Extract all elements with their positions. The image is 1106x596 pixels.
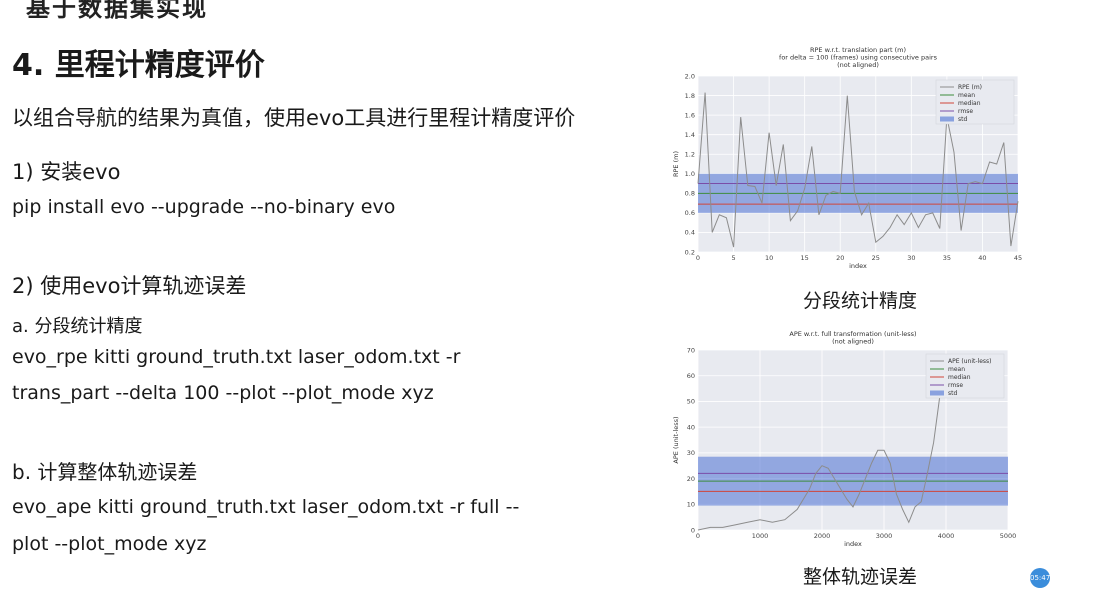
legend-label: mean (948, 366, 965, 373)
chart-title-line: (not aligned) (837, 61, 879, 69)
x-tick-label: 4000 (938, 532, 955, 540)
legend-swatch (930, 390, 944, 396)
x-axis-label: index (844, 540, 862, 548)
legend-label: RPE (m) (958, 84, 982, 91)
x-tick-label: 5 (731, 254, 735, 262)
y-tick-label: 0.8 (685, 190, 695, 198)
series-line (697, 380, 947, 531)
x-tick-label: 20 (836, 254, 844, 262)
rpe-figure: RPE w.r.t. translation part (m) for delta… (660, 44, 1030, 278)
timer-badge: 05:47 (1030, 568, 1050, 588)
x-tick-label: 35 (943, 254, 951, 262)
y-tick-label: 1.4 (685, 131, 695, 139)
legend-label: std (948, 390, 957, 397)
x-tick-label: 0 (696, 532, 700, 540)
x-tick-label: 2000 (814, 532, 831, 540)
y-tick-label: 50 (687, 398, 695, 406)
legend-label: mean (958, 92, 975, 99)
y-tick-label: 1.8 (685, 92, 695, 100)
top-cut-title: 基于数据集实现 (26, 0, 208, 22)
x-tick-label: 10 (765, 254, 773, 262)
rpe-command-line1: evo_rpe kitti ground_truth.txt laser_odo… (12, 346, 461, 368)
rpe-command-line2: trans_part --delta 100 --plot --plot_mod… (12, 382, 434, 404)
y-axis-label: APE (unit-less) (672, 416, 680, 463)
chart-title-line: APE w.r.t. full transformation (unit-les… (789, 330, 916, 338)
x-tick-label: 45 (1014, 254, 1022, 262)
rpe-caption: 分段统计精度 (802, 290, 917, 312)
y-tick-label: 1.0 (685, 170, 695, 178)
ape-command-line2: plot --plot_mode xyz (12, 533, 207, 555)
step2-heading: 2) 使用evo计算轨迹误差 (12, 274, 247, 298)
legend-label: median (958, 100, 981, 107)
x-tick-label: 0 (696, 254, 700, 262)
sub-a-heading: a. 分段统计精度 (12, 316, 143, 337)
step1-heading: 1) 安装evo (12, 160, 121, 184)
x-tick-label: 3000 (876, 532, 893, 540)
y-tick-label: 0 (691, 526, 695, 534)
y-tick-label: 30 (687, 449, 695, 457)
y-tick-label: 1.6 (685, 111, 695, 119)
section-title: 4. 里程计精度评价 (12, 48, 265, 83)
y-tick-label: 1.2 (685, 151, 695, 159)
sub-b-heading: b. 计算整体轨迹误差 (12, 460, 198, 484)
legend-label: rmse (958, 108, 973, 115)
y-tick-label: 10 (687, 501, 695, 509)
x-tick-label: 5000 (1000, 532, 1017, 540)
ape-figure: APE w.r.t. full transformation (unit-les… (660, 328, 1030, 556)
y-tick-label: 0.6 (685, 209, 695, 217)
chart-title-line: RPE w.r.t. translation part (m) (810, 46, 906, 54)
legend-label: rmse (948, 382, 963, 389)
y-tick-label: 0.2 (685, 248, 695, 256)
legend-label: median (948, 374, 971, 381)
install-command: pip install evo --upgrade --no-binary ev… (12, 196, 396, 218)
chart-title-line: for delta = 100 (frames) using consecuti… (779, 54, 938, 62)
x-axis-label: index (849, 262, 867, 270)
x-tick-label: 1000 (752, 532, 769, 540)
x-tick-label: 30 (907, 254, 915, 262)
rpe-chart: RPE w.r.t. translation part (m)for delta… (672, 46, 1022, 270)
chart-title-line: (not aligned) (832, 338, 874, 346)
y-tick-label: 20 (687, 475, 695, 483)
legend-swatch (940, 116, 954, 122)
x-tick-label: 25 (872, 254, 880, 262)
series-line (697, 92, 1019, 248)
x-tick-label: 15 (801, 254, 809, 262)
y-tick-label: 60 (687, 372, 695, 380)
y-axis-label: RPE (m) (672, 151, 680, 177)
intro-text: 以组合导航的结果为真值，使用evo工具进行里程计精度评价 (12, 106, 576, 130)
y-tick-label: 40 (687, 423, 695, 431)
ape-caption: 整体轨迹误差 (802, 566, 917, 588)
ape-chart: APE w.r.t. full transformation (unit-les… (672, 330, 1017, 548)
legend-label: std (958, 116, 967, 123)
y-tick-label: 70 (687, 346, 695, 354)
y-tick-label: 2.0 (685, 72, 695, 80)
legend-label: APE (unit-less) (948, 358, 992, 365)
y-tick-label: 0.4 (685, 229, 695, 237)
x-tick-label: 40 (978, 254, 986, 262)
ape-command-line1: evo_ape kitti ground_truth.txt laser_odo… (12, 496, 520, 518)
